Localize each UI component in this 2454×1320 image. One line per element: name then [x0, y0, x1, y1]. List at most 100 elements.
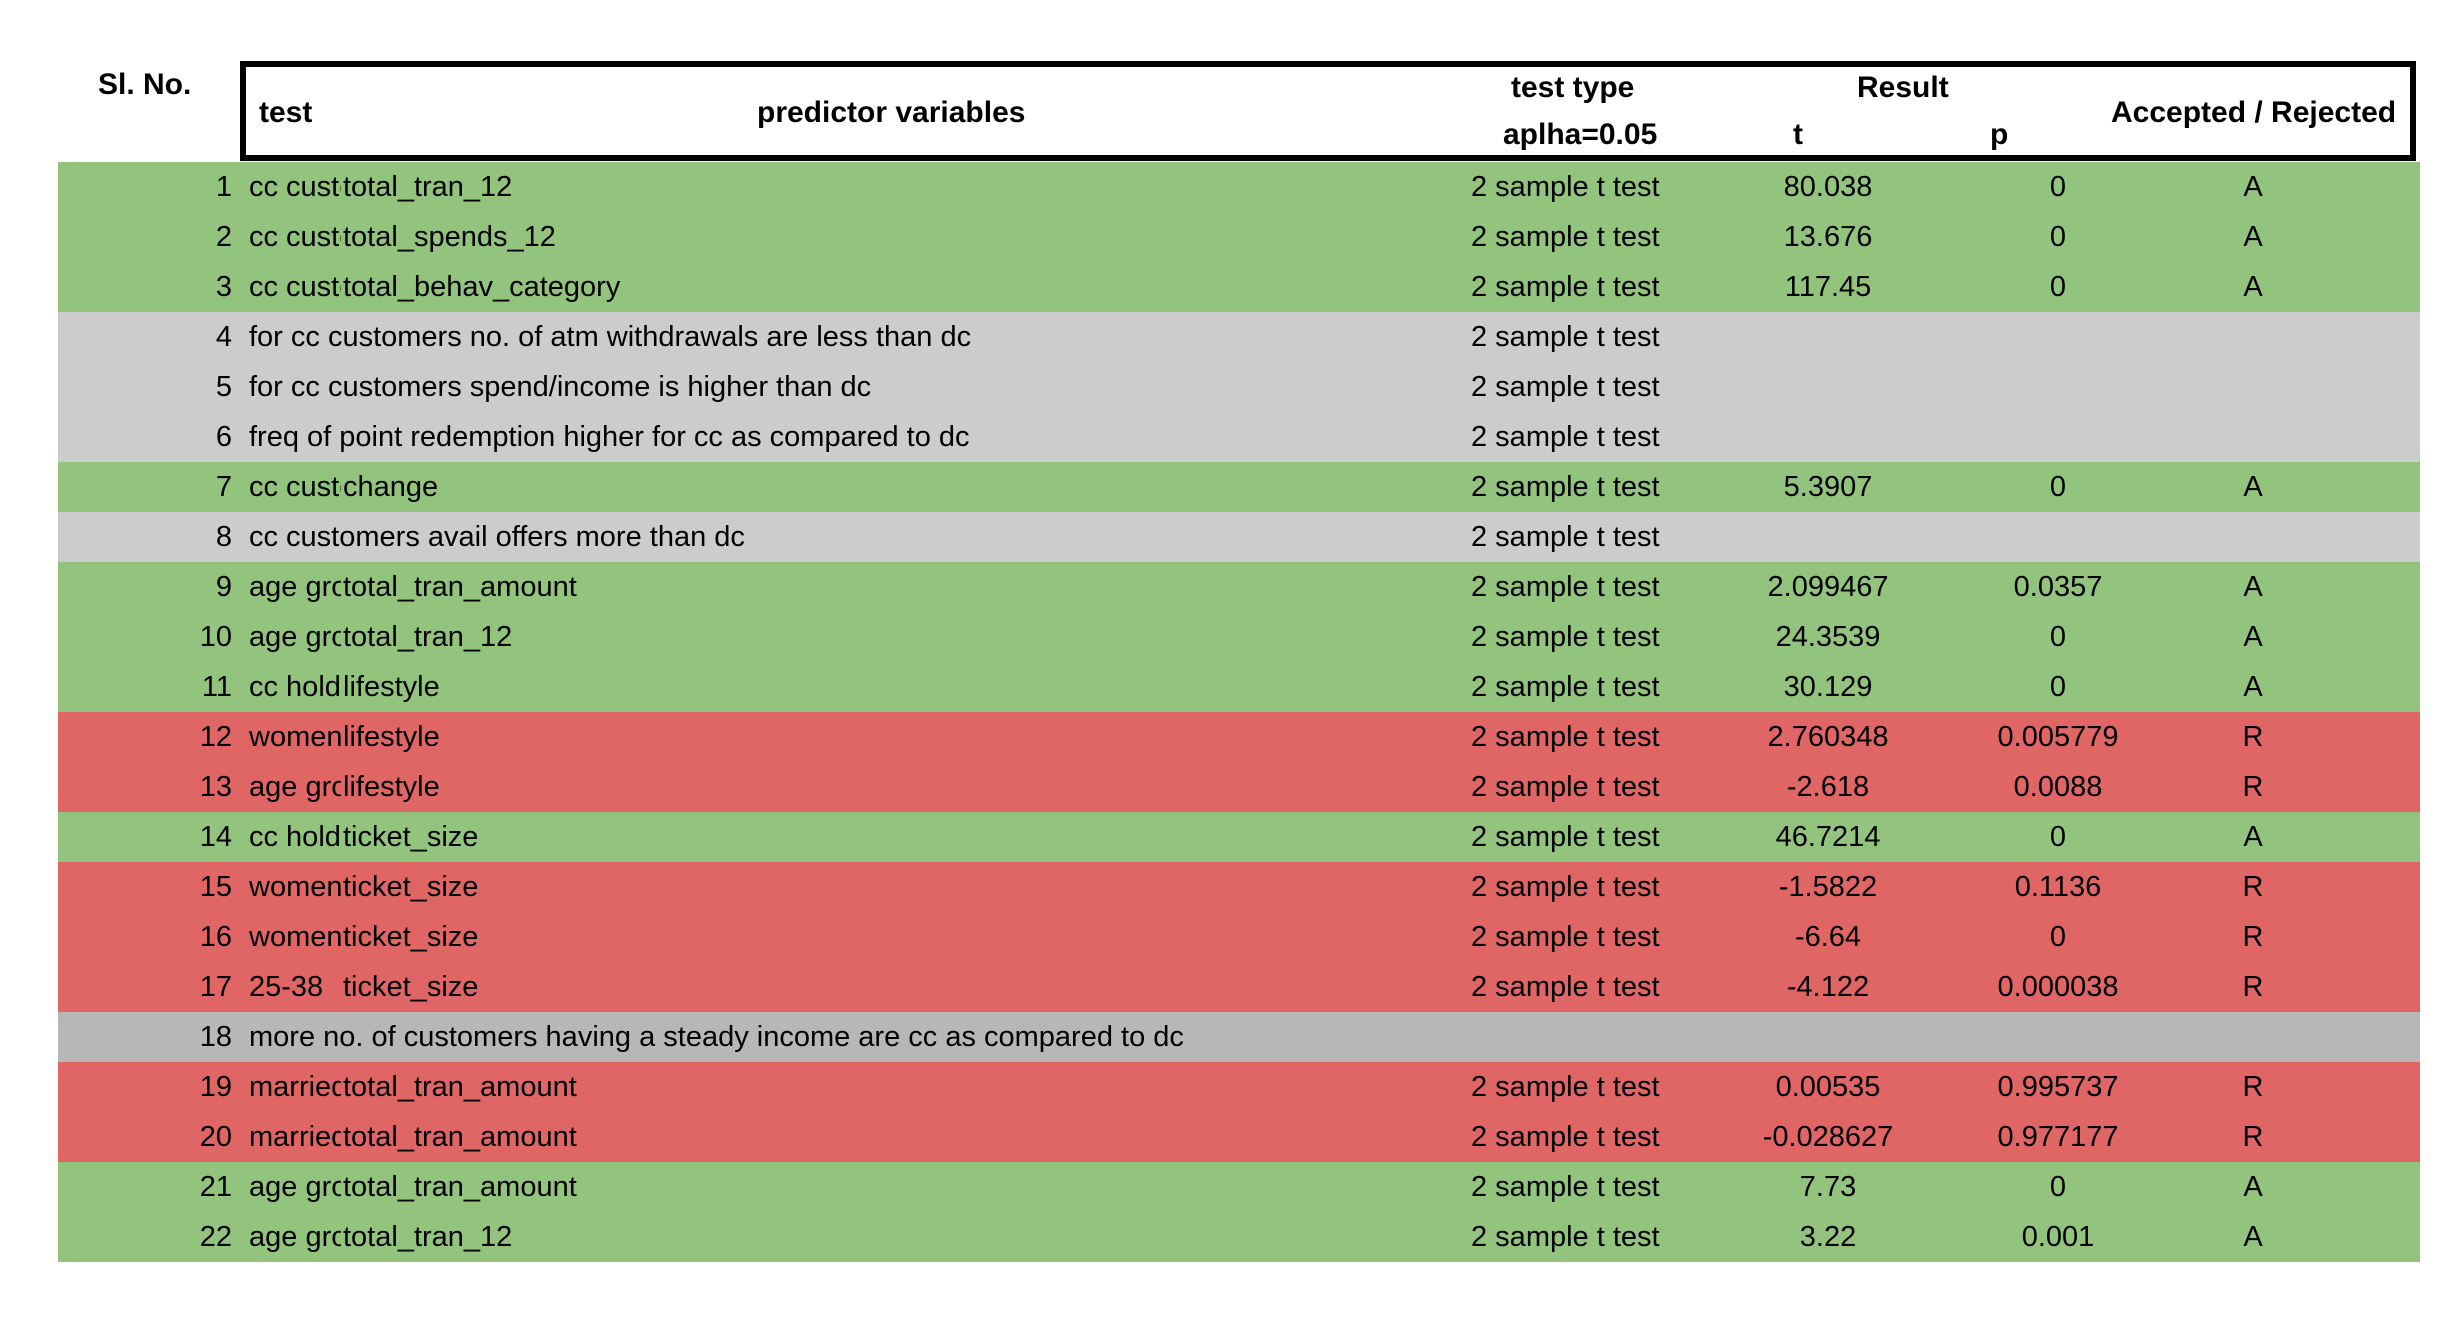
row-t-value: 0.00535	[1775, 1071, 1881, 1103]
table-row: 5 for cc customers spend/income is higher…	[58, 362, 2420, 412]
row-t-value: 80.038	[1783, 171, 1873, 203]
row-sl-no: 14	[199, 821, 232, 853]
table-row: 20 married total_tran_amount 2 sample t tes…	[58, 1112, 2420, 1162]
row-predictor: ticket_size	[343, 821, 479, 853]
table-row: 3 cc customers behaviour categoriestotal_…	[58, 262, 2420, 312]
row-test: cc customers spend more than dc	[249, 221, 341, 253]
row-test: cc customers avail offers more than dc	[249, 521, 745, 553]
table-row: 8 cc customers avail offers more than dc 2…	[58, 512, 2420, 562]
row-test-type: 2 sample t test	[1471, 371, 1660, 403]
row-test: married	[249, 1121, 341, 1153]
row-test: cc holders	[249, 821, 341, 853]
row-t-value: -6.64	[1794, 921, 1862, 953]
row-accepted-rejected: R	[2242, 871, 2264, 903]
row-sl-no: 4	[215, 321, 232, 353]
row-predictor: total_tran_12	[343, 171, 513, 203]
header-result: Result	[1857, 71, 1949, 104]
header-p: p	[1990, 118, 2009, 151]
header-alpha: aplha=0.05	[1503, 118, 1658, 151]
row-predictor: total_tran_amount	[343, 1171, 577, 1203]
row-predictor: ticket_size	[343, 921, 479, 953]
row-accepted-rejected: A	[2243, 1221, 2263, 1253]
row-accepted-rejected: A	[2243, 221, 2263, 253]
row-accepted-rejected: R	[2242, 1121, 2264, 1153]
header-predictor-variables: predictor variables	[757, 96, 1026, 129]
row-test-type: 2 sample t test	[1471, 521, 1660, 553]
row-t-value: 5.3907	[1783, 471, 1873, 503]
row-sl-no: 7	[215, 471, 232, 503]
row-t-value: 3.22	[1799, 1221, 1857, 1253]
row-test-type: 2 sample t test	[1471, 721, 1660, 753]
row-predictor: lifestyle	[343, 771, 440, 803]
row-sl-no: 18	[199, 1021, 232, 1053]
row-test: age group	[249, 621, 341, 653]
row-accepted-rejected	[2178, 362, 2328, 412]
row-test: age group	[249, 571, 341, 603]
row-predictor: change	[343, 471, 439, 503]
row-sl-no: 1	[215, 171, 232, 203]
row-accepted-rejected: A	[2243, 621, 2263, 653]
row-test-type: 2 sample t test	[1471, 1121, 1660, 1153]
row-sl-no: 17	[199, 971, 232, 1003]
row-accepted-rejected: R	[2242, 721, 2264, 753]
row-sl-no: 11	[201, 671, 232, 703]
row-sl-no: 9	[215, 571, 232, 603]
row-test-type: 2 sample t test	[1471, 421, 1660, 453]
row-t-value: -4.122	[1786, 971, 1870, 1003]
results-table-body: 1 cc customers make more transactions tha…	[58, 162, 2420, 1262]
row-predictor: total_tran_amount	[343, 1071, 577, 1103]
table-row: 9 age grouptotal_tran_amount 2 sample t te…	[58, 562, 2420, 612]
row-t-value	[1698, 1012, 1958, 1062]
row-test: age group	[249, 771, 341, 803]
row-t-value	[1698, 512, 1958, 562]
header-t: t	[1793, 118, 1803, 151]
row-test: cc customers behaviour categories	[249, 271, 341, 303]
row-p-value: 0	[2049, 1171, 2067, 1203]
row-test-type: 2 sample t test	[1471, 271, 1660, 303]
row-test-type: 2 sample t test	[1471, 571, 1660, 603]
row-t-value: 2.760348	[1767, 721, 1889, 753]
row-p-value	[1928, 512, 2188, 562]
table-row: 19 married total_tran_amount 2 sample t tes…	[58, 1062, 2420, 1112]
row-test-type: 2 sample t test	[1471, 971, 1660, 1003]
row-p-value: 0.1136	[2014, 871, 2102, 903]
table-row: 21 age grouptotal_tran_amount 2 sample t t…	[58, 1162, 2420, 1212]
row-test-type: 2 sample t test	[1471, 1221, 1660, 1253]
row-predictor	[343, 1012, 1343, 1062]
row-t-value	[1698, 312, 1958, 362]
row-accepted-rejected	[2178, 512, 2328, 562]
row-p-value	[1928, 312, 2188, 362]
table-row: 7 cc customers changechange 2 sample t tes…	[58, 462, 2420, 512]
row-p-value	[1928, 412, 2188, 462]
row-p-value	[1928, 362, 2188, 412]
row-test: age group	[249, 1221, 341, 1253]
row-sl-no: 20	[199, 1121, 232, 1153]
header-test-type: test type	[1511, 71, 1635, 104]
row-predictor	[343, 412, 1343, 462]
row-p-value: 0	[2049, 821, 2067, 853]
row-p-value: 0.005779	[1997, 721, 2119, 753]
table-row: 18 more no. of customers having a steady …	[58, 1012, 2420, 1062]
row-sl-no: 3	[215, 271, 232, 303]
table-row: 13 age grouplifestyle 2 sample t test -2.61…	[58, 762, 2420, 812]
row-p-value: 0.001	[2021, 1221, 2095, 1253]
header-accepted-rejected: Accepted / Rejected	[2111, 96, 2397, 129]
header-box	[240, 61, 2416, 161]
row-p-value: 0	[2049, 921, 2067, 953]
row-test: married	[249, 1071, 341, 1103]
row-t-value: 24.3539	[1775, 621, 1881, 653]
table-row: 16 women ticket_size 2 sample t test -6.64 0 R	[58, 912, 2420, 962]
row-test-type: 2 sample t test	[1471, 921, 1660, 953]
row-p-value: 0	[2049, 221, 2067, 253]
row-sl-no: 13	[199, 771, 232, 803]
row-test-type: 2 sample t test	[1471, 471, 1660, 503]
row-t-value: 7.73	[1799, 1171, 1857, 1203]
row-accepted-rejected	[2178, 312, 2328, 362]
row-t-value: -0.028627	[1762, 1121, 1894, 1153]
row-sl-no: 5	[215, 371, 232, 403]
row-test: age group	[249, 1171, 341, 1203]
row-predictor: lifestyle	[343, 671, 440, 703]
header-sl-no: Sl. No.	[98, 68, 192, 101]
row-test-type: 2 sample t test	[1471, 671, 1660, 703]
row-test: 25-38	[249, 971, 324, 1003]
